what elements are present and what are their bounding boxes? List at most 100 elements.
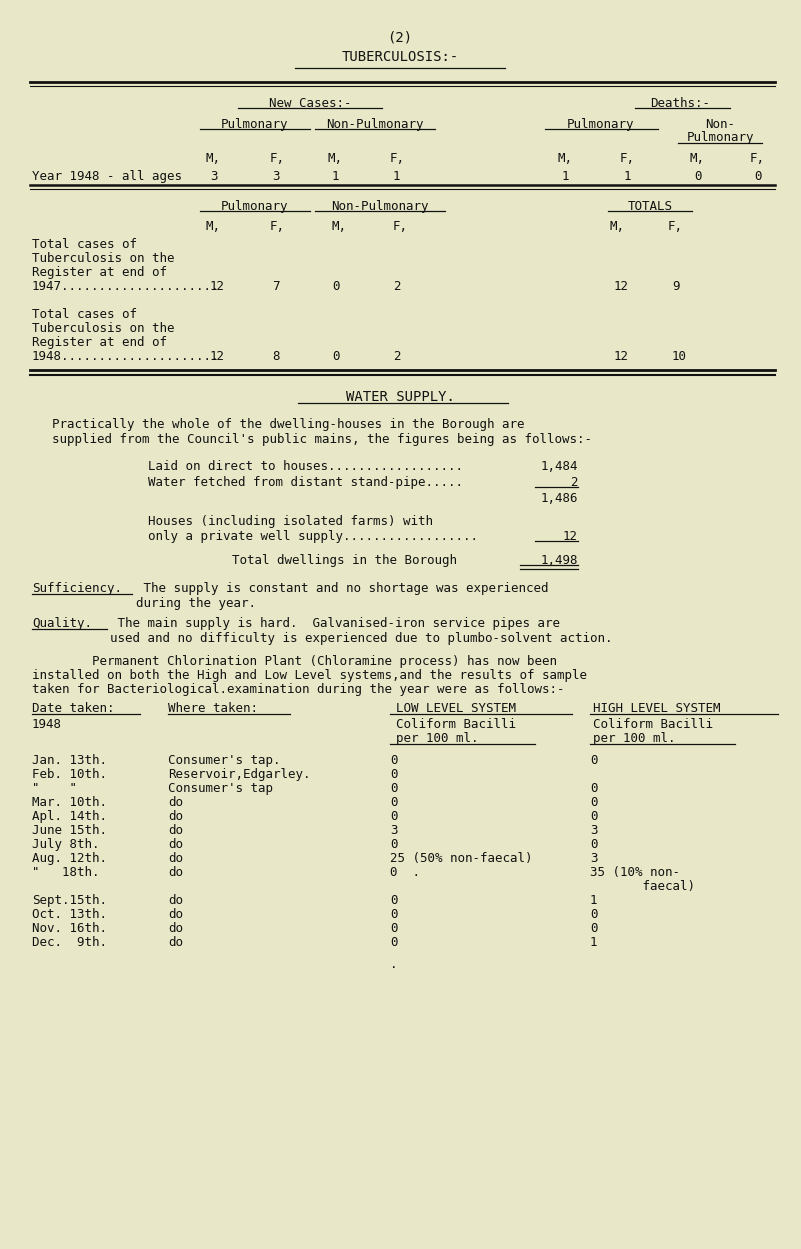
Text: Pulmonary: Pulmonary (221, 200, 288, 214)
Text: 0: 0 (590, 838, 598, 851)
Text: Apl. 14th.: Apl. 14th. (32, 811, 107, 823)
Text: do: do (168, 838, 183, 851)
Text: LOW LEVEL SYSTEM: LOW LEVEL SYSTEM (396, 702, 516, 714)
Text: 7: 7 (272, 280, 280, 294)
Text: 3: 3 (590, 824, 598, 837)
Text: do: do (168, 852, 183, 866)
Text: 0: 0 (590, 754, 598, 767)
Text: 3: 3 (272, 170, 280, 184)
Text: 0: 0 (590, 908, 598, 921)
Text: 12: 12 (210, 280, 225, 294)
Text: M,: M, (205, 152, 220, 165)
Text: Consumer's tap: Consumer's tap (168, 782, 273, 796)
Text: 12: 12 (210, 350, 225, 363)
Text: 1,484: 1,484 (541, 460, 578, 473)
Text: 1: 1 (590, 894, 598, 907)
Text: Non-Pulmonary: Non-Pulmonary (326, 117, 424, 131)
Text: do: do (168, 908, 183, 921)
Text: Mar. 10th.: Mar. 10th. (32, 796, 107, 809)
Text: Jan. 13th.: Jan. 13th. (32, 754, 107, 767)
Text: The supply is constant and no shortage was experienced: The supply is constant and no shortage w… (136, 582, 549, 595)
Text: per 100 ml.: per 100 ml. (593, 732, 675, 744)
Text: 0: 0 (590, 782, 598, 796)
Text: 0: 0 (332, 350, 340, 363)
Text: per 100 ml.: per 100 ml. (396, 732, 478, 744)
Text: Laid on direct to houses..................: Laid on direct to houses................… (148, 460, 463, 473)
Text: 0: 0 (390, 754, 397, 767)
Text: F,: F, (620, 152, 635, 165)
Text: Permanent Chlorination Plant (Chloramine process) has now been: Permanent Chlorination Plant (Chloramine… (32, 654, 557, 668)
Text: Dec.  9th.: Dec. 9th. (32, 936, 107, 949)
Text: Non-: Non- (705, 117, 735, 131)
Text: Tuberculosis on the: Tuberculosis on the (32, 252, 175, 265)
Text: F,: F, (270, 152, 285, 165)
Text: Consumer's tap.: Consumer's tap. (168, 754, 280, 767)
Text: Feb. 10th.: Feb. 10th. (32, 768, 107, 781)
Text: Date taken:: Date taken: (32, 702, 115, 714)
Text: do: do (168, 866, 183, 879)
Text: HIGH LEVEL SYSTEM: HIGH LEVEL SYSTEM (593, 702, 721, 714)
Text: 0: 0 (390, 936, 397, 949)
Text: M,: M, (332, 220, 347, 234)
Text: 1947.....................: 1947..................... (32, 280, 219, 294)
Text: do: do (168, 824, 183, 837)
Text: do: do (168, 811, 183, 823)
Text: F,: F, (668, 220, 683, 234)
Text: 12: 12 (614, 280, 629, 294)
Text: Nov. 16th.: Nov. 16th. (32, 922, 107, 936)
Text: 0: 0 (390, 796, 397, 809)
Text: Aug. 12th.: Aug. 12th. (32, 852, 107, 866)
Text: faecal): faecal) (590, 881, 695, 893)
Text: 0: 0 (390, 838, 397, 851)
Text: Non-Pulmonary: Non-Pulmonary (332, 200, 429, 214)
Text: 0: 0 (390, 908, 397, 921)
Text: Pulmonary: Pulmonary (686, 131, 754, 144)
Text: New Cases:-: New Cases:- (269, 97, 352, 110)
Text: 25 (50% non-faecal): 25 (50% non-faecal) (390, 852, 533, 866)
Text: supplied from the Council's public mains, the figures being as follows:-: supplied from the Council's public mains… (52, 433, 592, 446)
Text: 0: 0 (694, 170, 702, 184)
Text: 9: 9 (672, 280, 679, 294)
Text: taken for Bacteriological.examination during the year were as follows:-: taken for Bacteriological.examination du… (32, 683, 565, 696)
Text: TUBERCULOSIS:-: TUBERCULOSIS:- (341, 50, 459, 64)
Text: 10: 10 (672, 350, 687, 363)
Text: 0: 0 (390, 768, 397, 781)
Text: The main supply is hard.  Galvanised-iron service pipes are: The main supply is hard. Galvanised-iron… (110, 617, 560, 629)
Text: Practically the whole of the dwelling-houses in the Borough are: Practically the whole of the dwelling-ho… (52, 418, 525, 431)
Text: 0: 0 (390, 782, 397, 796)
Text: only a private well supply..................: only a private well supply..............… (148, 530, 478, 543)
Text: M,: M, (205, 220, 220, 234)
Text: Total cases of: Total cases of (32, 309, 137, 321)
Text: during the year.: during the year. (136, 597, 256, 610)
Text: Sufficiency.: Sufficiency. (32, 582, 122, 595)
Text: 1,498: 1,498 (541, 555, 578, 567)
Text: July 8th.: July 8th. (32, 838, 99, 851)
Text: Coliform Bacilli: Coliform Bacilli (593, 718, 713, 731)
Text: Water fetched from distant stand-pipe.....: Water fetched from distant stand-pipe...… (148, 476, 463, 490)
Text: M,: M, (690, 152, 705, 165)
Text: 1: 1 (562, 170, 570, 184)
Text: 12: 12 (614, 350, 629, 363)
Text: 1948.....................: 1948..................... (32, 350, 219, 363)
Text: TOTALS: TOTALS (627, 200, 673, 214)
Text: Coliform Bacilli: Coliform Bacilli (396, 718, 516, 731)
Text: F,: F, (393, 220, 408, 234)
Text: do: do (168, 922, 183, 936)
Text: Year 1948 - all ages: Year 1948 - all ages (32, 170, 182, 184)
Text: 3: 3 (390, 824, 397, 837)
Text: 8: 8 (272, 350, 280, 363)
Text: installed on both the High and Low Level systems,and the results of sample: installed on both the High and Low Level… (32, 669, 587, 682)
Text: Sept.15th.: Sept.15th. (32, 894, 107, 907)
Text: 12: 12 (563, 530, 578, 543)
Text: Register at end of: Register at end of (32, 336, 167, 348)
Text: 1: 1 (332, 170, 340, 184)
Text: Reservoir,Edgarley.: Reservoir,Edgarley. (168, 768, 311, 781)
Text: "   18th.: " 18th. (32, 866, 99, 879)
Text: 0: 0 (590, 922, 598, 936)
Text: 0: 0 (390, 922, 397, 936)
Text: 0  .: 0 . (390, 866, 420, 879)
Text: 3: 3 (590, 852, 598, 866)
Text: F,: F, (390, 152, 405, 165)
Text: 2: 2 (570, 476, 578, 490)
Text: Houses (including isolated farms) with: Houses (including isolated farms) with (148, 515, 433, 528)
